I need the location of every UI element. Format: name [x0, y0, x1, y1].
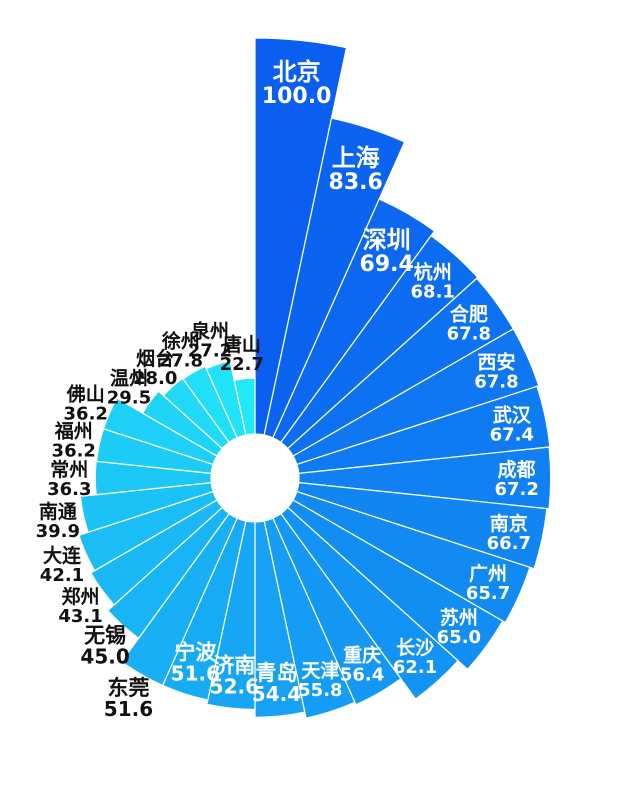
category-label: 南京: [490, 512, 528, 535]
value-label: 52.6: [210, 674, 259, 698]
value-label: 42.1: [40, 565, 84, 586]
category-label: 郑州: [62, 586, 100, 608]
category-label: 泉州: [190, 319, 229, 342]
category-label: 温州: [110, 367, 148, 389]
value-label: 54.4: [252, 682, 301, 706]
value-label: 65.0: [437, 627, 481, 648]
value-label: 27.2: [188, 340, 232, 361]
category-label: 南通: [39, 501, 78, 523]
category-label: 唐山: [223, 333, 261, 356]
value-label: 67.8: [474, 371, 518, 392]
category-label: 福州: [54, 419, 93, 442]
value-label: 45.0: [80, 644, 129, 668]
value-label: 51.6: [104, 697, 153, 721]
value-label: 100.0: [262, 84, 332, 109]
category-label: 大连: [43, 544, 82, 567]
value-label: 51.6: [171, 662, 220, 686]
value-label: 68.1: [411, 282, 455, 303]
category-label: 青岛: [255, 661, 297, 685]
category-label: 长沙: [396, 637, 434, 659]
category-label: 济南: [213, 653, 255, 677]
category-label: 武汉: [493, 404, 532, 426]
category-label: 合肥: [450, 303, 488, 326]
category-label: 天津: [301, 659, 339, 682]
value-label: 27.8: [159, 351, 203, 372]
category-label: 宁波: [174, 641, 217, 665]
value-label: 22.7: [220, 354, 264, 375]
value-label: 62.1: [393, 657, 437, 678]
category-label: 成都: [498, 458, 536, 481]
value-label: 36.2: [52, 440, 96, 461]
category-label: 深圳: [363, 226, 411, 254]
value-label: 43.1: [58, 606, 102, 627]
value-label: 66.7: [487, 533, 531, 554]
category-label: 常州: [50, 458, 88, 481]
value-label: 56.4: [340, 664, 384, 685]
category-label: 杭州: [414, 261, 452, 284]
value-label: 67.2: [494, 479, 538, 500]
category-label: 无锡: [84, 623, 126, 647]
chart-center-hole: [211, 434, 299, 522]
category-label: 佛山: [66, 383, 105, 406]
category-label: 徐州: [161, 330, 200, 353]
category-label: 北京: [273, 58, 321, 86]
category-label: 烟台: [136, 347, 174, 370]
value-label: 55.8: [298, 680, 342, 701]
value-label: 67.4: [490, 424, 534, 445]
category-label: 东莞: [107, 676, 149, 700]
value-label: 29.5: [107, 387, 151, 408]
value-label: 69.4: [360, 252, 414, 277]
value-label: 36.2: [64, 404, 108, 425]
value-label: 83.6: [329, 170, 383, 195]
value-label: 39.9: [36, 521, 80, 542]
category-label: 广州: [469, 562, 507, 585]
value-label: 67.8: [447, 324, 491, 345]
category-label: 重庆: [343, 643, 381, 666]
value-label: 65.7: [466, 583, 510, 604]
value-label: 36.3: [47, 479, 91, 500]
category-label: 苏州: [440, 606, 478, 629]
category-label: 西安: [477, 350, 515, 373]
category-label: 上海: [332, 144, 380, 172]
value-label: 28.0: [133, 368, 177, 389]
